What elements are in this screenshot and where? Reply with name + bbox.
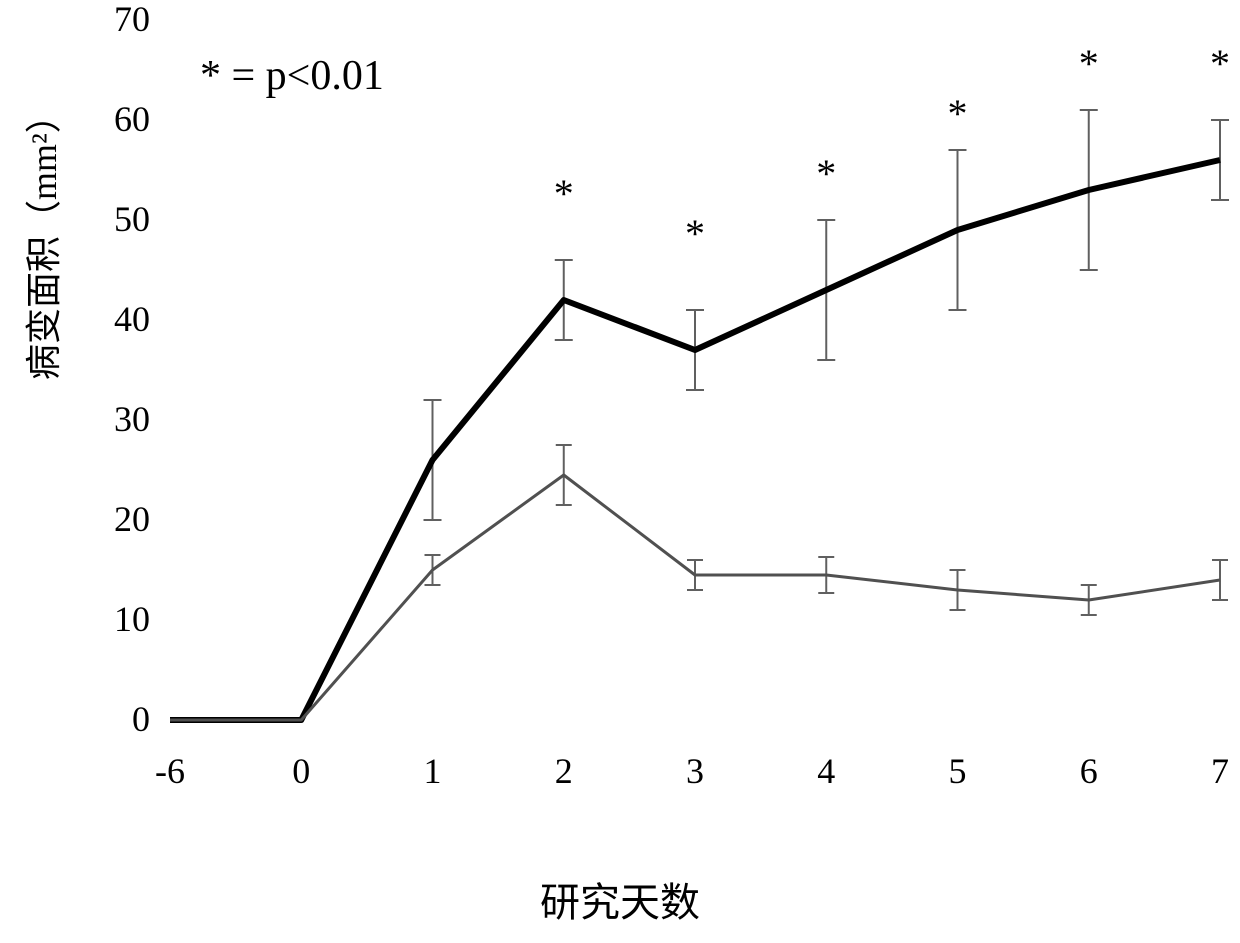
x-tick-label: 3 — [675, 750, 715, 792]
x-tick-label: 7 — [1200, 750, 1240, 792]
x-tick-label: 1 — [413, 750, 453, 792]
y-tick-label: 60 — [114, 98, 150, 140]
y-tick-label: 0 — [132, 698, 150, 740]
significance-marker: * — [1079, 40, 1099, 87]
chart-svg — [0, 0, 1240, 943]
y-tick-label: 40 — [114, 298, 150, 340]
x-axis-label-text: 研究天数 — [540, 880, 700, 925]
significance-annotation: * = p<0.01 — [200, 52, 384, 100]
y-tick-label: 50 — [114, 198, 150, 240]
significance-marker: * — [948, 90, 968, 137]
y-axis-label: 病变面积（mm²） — [15, 97, 67, 380]
x-tick-label: 5 — [938, 750, 978, 792]
significance-marker: * — [816, 150, 836, 197]
y-axis-label-text: 病变面积（mm²） — [24, 97, 64, 380]
chart-container: 病变面积（mm²） 研究天数 * = p<0.01 01020304050607… — [0, 0, 1240, 943]
y-tick-label: 20 — [114, 498, 150, 540]
x-tick-label: -6 — [150, 750, 190, 792]
y-tick-label: 70 — [114, 0, 150, 40]
y-tick-label: 10 — [114, 598, 150, 640]
x-tick-label: 6 — [1069, 750, 1109, 792]
significance-marker: * — [554, 170, 574, 217]
significance-marker: * — [1210, 40, 1230, 87]
x-axis-label: 研究天数 — [0, 870, 1240, 928]
significance-annotation-text: * = p<0.01 — [200, 53, 384, 99]
x-tick-label: 0 — [281, 750, 321, 792]
significance-marker: * — [685, 210, 705, 257]
y-tick-label: 30 — [114, 398, 150, 440]
x-tick-label: 2 — [544, 750, 584, 792]
x-tick-label: 4 — [806, 750, 846, 792]
